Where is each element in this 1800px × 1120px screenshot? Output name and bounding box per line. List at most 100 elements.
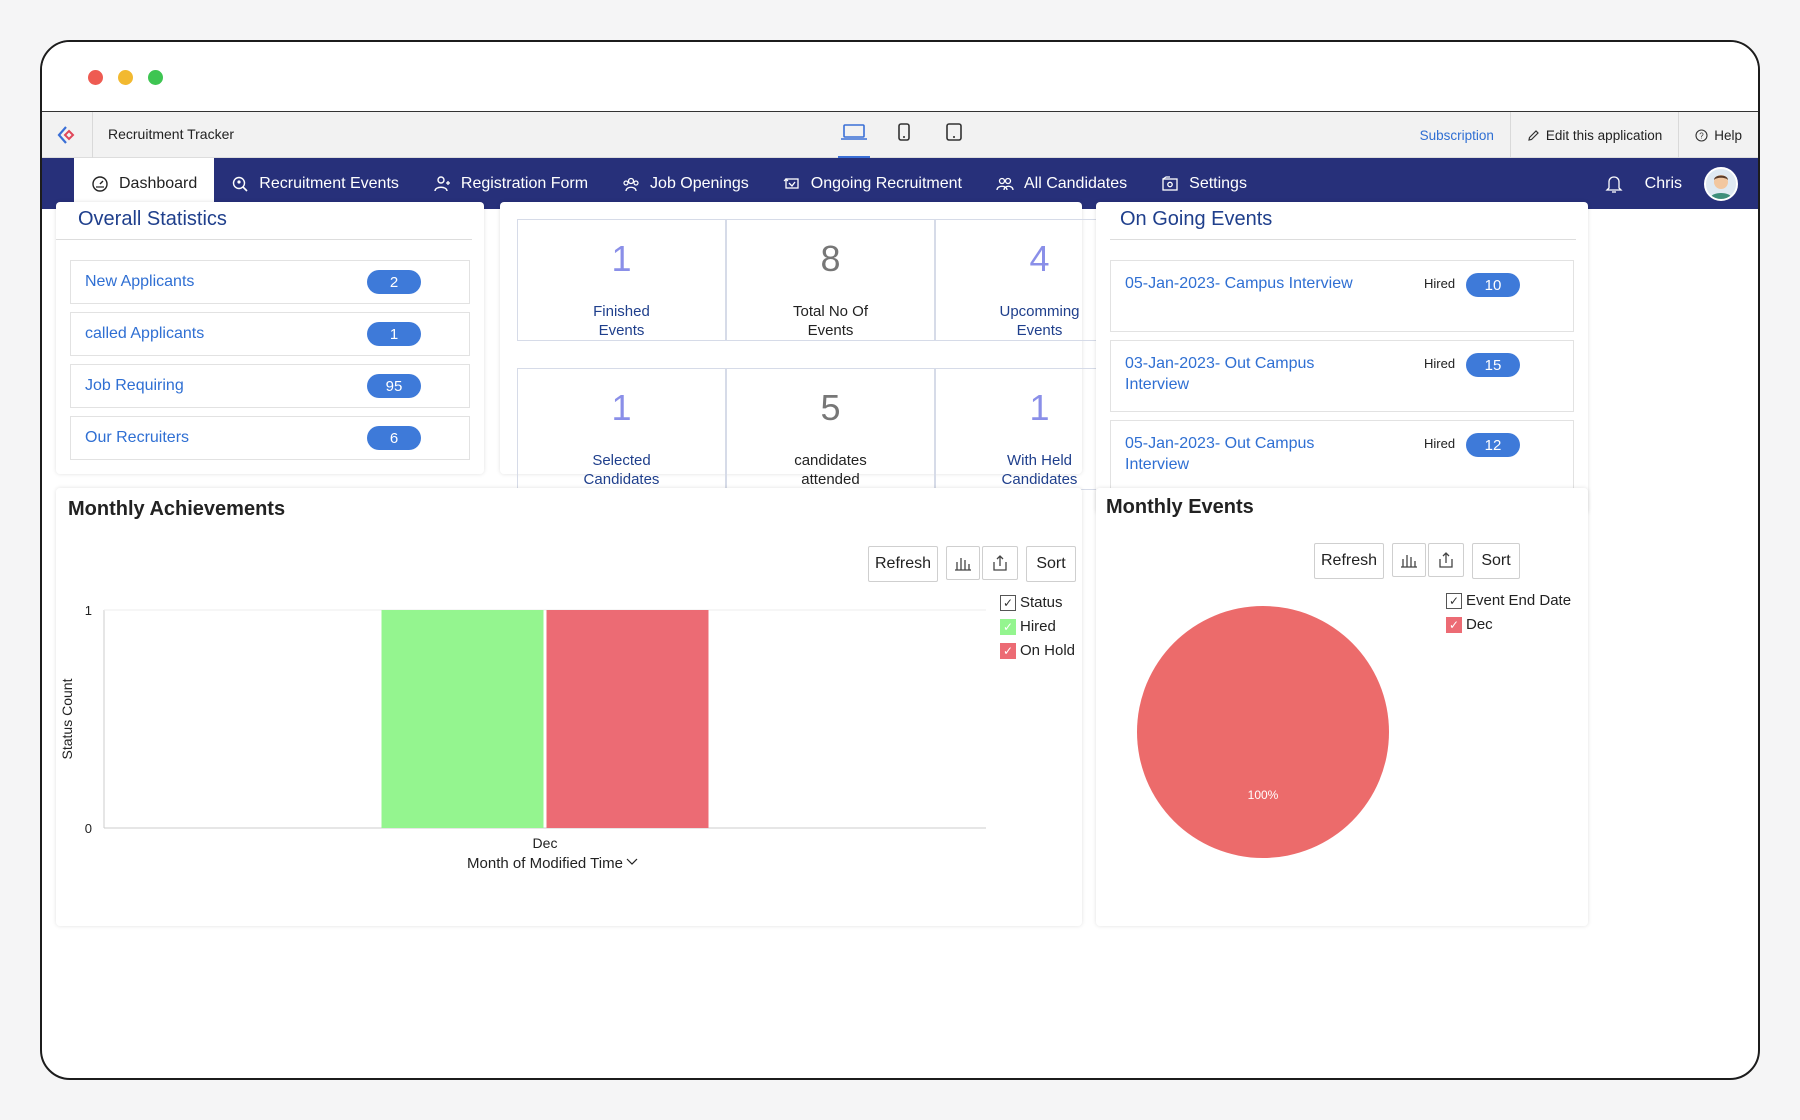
stat-row-our-recruiters[interactable]: Our Recruiters 6 (70, 416, 470, 460)
y-tick-label: 0 (85, 821, 92, 836)
nav-job-openings-label: Job Openings (650, 174, 749, 192)
tile-label: Total No Of Events (792, 303, 869, 339)
legend-event-end-date-toggle[interactable]: ✓ Event End Date (1446, 592, 1571, 609)
nav-job-openings[interactable]: Job Openings (605, 158, 766, 209)
ongoing-events-title: On Going Events (1110, 202, 1576, 240)
tile-label: candidates attended (794, 452, 867, 488)
hired-count-badge: 15 (1466, 353, 1520, 377)
stat-label: Our Recruiters (85, 429, 190, 446)
cycle-icon (783, 177, 799, 189)
search-people-icon (233, 176, 248, 192)
avatar[interactable] (1704, 166, 1738, 201)
edit-application-button[interactable]: Edit this application (1509, 112, 1678, 158)
stat-row-called-applicants[interactable]: called Applicants 1 (70, 312, 470, 356)
event-name-link[interactable]: 03-Jan-2023- Out Campus Interview (1125, 355, 1315, 393)
browser-window: Recruitment Tracker Subscription Edit th… (40, 40, 1760, 1080)
bar-on-hold[interactable] (546, 610, 709, 828)
sort-button[interactable]: Sort (1026, 546, 1076, 582)
nav-all-candidates[interactable]: All Candidates (979, 158, 1144, 209)
tile-upcoming-events[interactable]: 4 Upcomming Events (935, 219, 1144, 341)
hired-label: Hired (1424, 276, 1456, 291)
chart-type-button[interactable] (1392, 543, 1426, 577)
stat-label: Job Requiring (85, 377, 184, 394)
export-button[interactable] (1428, 543, 1464, 577)
legend-dec-toggle[interactable]: ✓ Dec (1446, 616, 1493, 633)
main-navigation: Dashboard Recruitment Events Registratio… (42, 158, 1758, 209)
chart-type-button[interactable] (946, 546, 980, 580)
event-row[interactable]: 05-Jan-2023- Campus Interview Hired 10 (1110, 260, 1574, 332)
overall-statistics-title: Overall Statistics (56, 202, 472, 240)
close-window-button[interactable] (88, 70, 103, 85)
stat-row-new-applicants[interactable]: New Applicants 2 (70, 260, 470, 304)
tile-selected-candidates[interactable]: 1 Selected Candidates (517, 368, 726, 490)
event-row[interactable]: 03-Jan-2023- Out Campus Interview Hired … (1110, 340, 1574, 412)
monthly-achievements-title: Monthly Achievements (68, 498, 286, 520)
nav-settings-label: Settings (1189, 174, 1247, 192)
sort-button[interactable]: Sort (1472, 543, 1520, 579)
tile-total-events[interactable]: 8 Total No Of Events (726, 219, 935, 341)
tile-candidates-attended[interactable]: 5 candidates attended (726, 368, 935, 490)
tile-value: 1 (611, 238, 632, 279)
mobile-icon[interactable] (888, 122, 920, 150)
legend-hired-toggle[interactable]: ✓ Hired (1000, 618, 1056, 635)
laptop-icon[interactable] (838, 122, 870, 158)
monthly-events-chart: 100% (1137, 606, 1389, 858)
x-axis-label[interactable]: Month of Modified Time (467, 855, 623, 872)
hired-label: Hired (1424, 356, 1456, 371)
svg-text:?: ? (1700, 131, 1705, 140)
event-name-link[interactable]: 05-Jan-2023- Out Campus Interview (1125, 435, 1315, 473)
overall-statistics-card: Overall Statistics New Applicants 2 call… (56, 202, 484, 474)
nav-settings[interactable]: Settings (1144, 158, 1264, 209)
tile-value: 4 (1029, 238, 1050, 279)
ongoing-events-card: On Going Events 05-Jan-2023- Campus Inte… (1096, 202, 1588, 514)
refresh-button[interactable]: Refresh (1314, 543, 1384, 579)
legend-on-hold-toggle[interactable]: ✓ On Hold (1000, 642, 1075, 659)
bar-hired[interactable] (381, 610, 544, 828)
nav-recruitment-events[interactable]: Recruitment Events (214, 158, 416, 209)
legend-status-toggle[interactable]: ✓ Status (1000, 594, 1063, 611)
hired-label: Hired (1424, 436, 1456, 451)
maximize-window-button[interactable] (148, 70, 163, 85)
nav-dashboard-label: Dashboard (119, 174, 198, 192)
app-logo-icon[interactable] (56, 124, 78, 146)
app-title: Recruitment Tracker (108, 126, 235, 142)
share-icon (1439, 552, 1453, 568)
x-tick-label: Dec (533, 835, 558, 851)
tablet-icon[interactable] (938, 122, 970, 150)
tile-label: Upcomming Events (999, 303, 1080, 339)
checkbox-checked-icon: ✓ (1446, 592, 1462, 609)
stat-row-job-requiring[interactable]: Job Requiring 95 (70, 364, 470, 408)
pie-slice-dec[interactable] (1137, 606, 1389, 858)
help-icon: ? (1695, 128, 1708, 142)
legend-label: Dec (1466, 616, 1493, 633)
tile-finished-events[interactable]: 1 Finished Events (517, 219, 726, 341)
event-name-link[interactable]: 05-Jan-2023- Campus Interview (1125, 275, 1353, 292)
nav-registration-form[interactable]: Registration Form (416, 158, 605, 209)
checkbox-checked-icon: ✓ (1000, 642, 1016, 659)
hired-count-badge: 10 (1466, 273, 1520, 297)
chevron-down-icon[interactable] (626, 858, 638, 865)
tile-label: Selected Candidates (583, 452, 660, 488)
count-badge: 1 (367, 322, 421, 346)
hired-count-badge: 12 (1466, 433, 1520, 457)
refresh-button[interactable]: Refresh (868, 546, 938, 582)
edit-application-label: Edit this application (1545, 127, 1663, 143)
bar-chart-icon (955, 558, 971, 571)
bell-icon[interactable] (1605, 174, 1623, 194)
help-button[interactable]: ? Help (1678, 112, 1758, 158)
nav-ongoing-recruitment[interactable]: Ongoing Recruitment (766, 158, 979, 209)
checkbox-checked-icon: ✓ (1000, 594, 1016, 611)
monthly-events-card: Monthly Events Refresh Sort 100% ✓ Event… (1096, 488, 1588, 926)
app-header: Recruitment Tracker Subscription Edit th… (42, 112, 1758, 158)
user-name[interactable]: Chris (1644, 174, 1682, 192)
subscription-link[interactable]: Subscription (1419, 127, 1494, 143)
minimize-window-button[interactable] (118, 70, 133, 85)
kpi-grid-top: 1 Finished Events 8 Total No Of Events 4 U… (517, 219, 1144, 341)
legend-title: Status (1020, 594, 1063, 611)
event-row[interactable]: 05-Jan-2023- Out Campus Interview Hired … (1110, 420, 1574, 492)
monthly-achievements-chart: 0 1 Dec Month of Modified Time Status Count (59, 603, 986, 872)
nav-dashboard[interactable]: Dashboard (74, 158, 215, 209)
export-button[interactable] (982, 546, 1018, 580)
y-axis-label: Status Count (59, 678, 75, 759)
dashboard-icon (92, 175, 108, 192)
